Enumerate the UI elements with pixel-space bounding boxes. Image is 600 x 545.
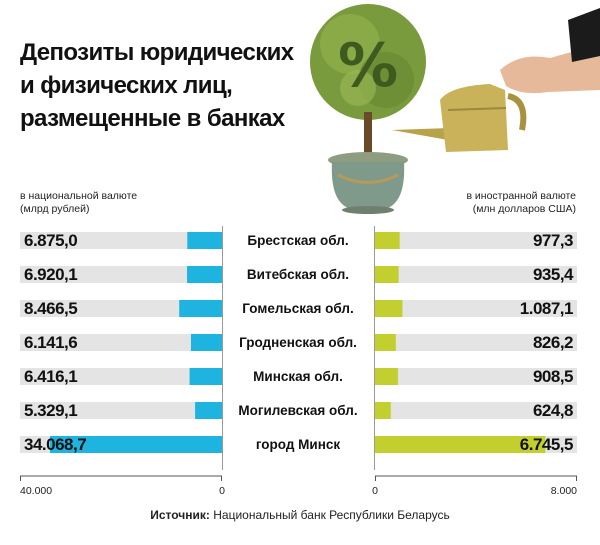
source-text: Национальный банк Республики Беларусь — [213, 508, 450, 522]
left-track — [20, 232, 222, 249]
right-value-label: 624,8 — [533, 401, 573, 420]
category-label: Гомельская обл. — [242, 301, 353, 316]
right-track — [375, 334, 577, 351]
svg-text:%: % — [338, 31, 398, 101]
right-bar — [375, 402, 391, 419]
category-label: Гродненская обл. — [239, 335, 357, 350]
category-label: город Минск — [256, 437, 341, 452]
unit-line: (млрд рублей) — [20, 203, 90, 215]
category-label: Витебская обл. — [247, 267, 349, 282]
flower-pot-icon — [328, 152, 408, 214]
percent-tree-icon: % — [310, 4, 426, 162]
title-line: Депозиты юридических — [20, 39, 294, 66]
left-bar — [49, 436, 222, 453]
chart-title: Депозиты юридических и физических лиц, р… — [20, 36, 320, 135]
left-value-label: 5.329,1 — [24, 401, 77, 420]
category-label: Могилевская обл. — [238, 403, 357, 418]
left-track — [20, 402, 222, 419]
category-label: Минская обл. — [253, 369, 343, 384]
left-track — [20, 266, 222, 283]
right-bar — [375, 368, 398, 385]
right-value-label: 977,3 — [533, 231, 573, 250]
right-track — [375, 266, 577, 283]
left-bar — [195, 402, 222, 419]
left-value-label: 6.875,0 — [24, 231, 77, 250]
left-bar — [187, 266, 222, 283]
right-value-label: 1.087,1 — [520, 299, 573, 318]
left-bar — [189, 368, 222, 385]
left-bar — [187, 232, 222, 249]
left-bar — [179, 300, 222, 317]
left-axis-unit: в национальной валюте (млрд рублей) — [20, 190, 137, 216]
right-value-label: 826,2 — [533, 333, 573, 352]
title-line: размещенные в банках — [20, 105, 285, 132]
right-bar — [375, 232, 400, 249]
right-track — [375, 232, 577, 249]
left-value-label: 34.068,7 — [24, 435, 86, 454]
right-bar — [375, 300, 403, 317]
right-track — [375, 368, 577, 385]
right-value-label: 935,4 — [533, 265, 574, 284]
unit-line: в иностранной валюте — [466, 190, 576, 202]
right-bar — [375, 436, 546, 453]
right-track — [375, 300, 577, 317]
left-track — [20, 368, 222, 385]
source-label: Источник: — [150, 508, 210, 522]
left-value-label: 6.141,6 — [24, 333, 77, 352]
right-track — [375, 402, 577, 419]
unit-line: в национальной валюте — [20, 190, 138, 202]
left-value-label: 6.416,1 — [24, 367, 77, 386]
right-tick-label: 0 — [372, 485, 378, 497]
right-value-label: 6.745,5 — [520, 435, 573, 454]
right-value-label: 908,5 — [533, 367, 573, 386]
left-value-label: 8.466,5 — [24, 299, 77, 318]
watering-can-icon — [392, 84, 527, 152]
category-label: Брестская обл. — [247, 233, 348, 248]
hand-icon — [500, 8, 600, 94]
right-bar — [375, 334, 396, 351]
source-note: Источник: Национальный банк Республики Б… — [0, 508, 600, 522]
right-axis-unit: в иностранной валюте (млн долларов США) — [466, 190, 576, 216]
left-value-label: 6.920,1 — [24, 265, 77, 284]
left-tick-label: 40.000 — [20, 485, 52, 497]
left-bar — [190, 334, 222, 351]
right-tick-label: 8.000 — [551, 485, 577, 497]
right-bar — [375, 266, 399, 283]
illustration: % — [310, 4, 600, 214]
unit-line: (млн долларов США) — [472, 203, 576, 215]
title-line: и физических лиц, — [20, 72, 233, 99]
left-tick-label: 0 — [219, 485, 225, 497]
left-track — [20, 300, 222, 317]
left-track — [20, 334, 222, 351]
